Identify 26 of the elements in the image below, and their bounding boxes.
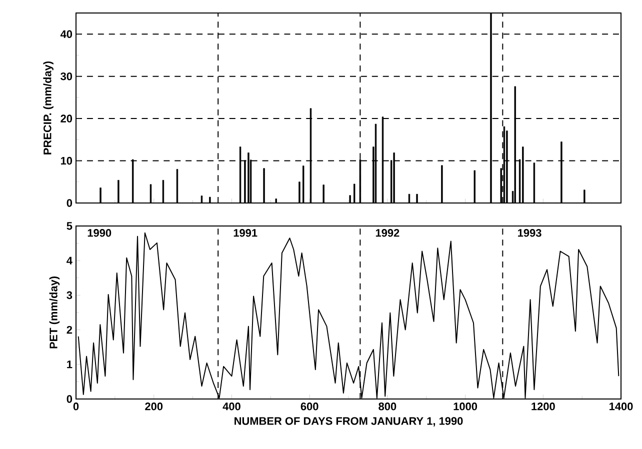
annotation: 1992 (376, 229, 400, 237)
y-tick-label: 4 (66, 256, 72, 264)
y-axis-title: PRECIP. (mm/day) (43, 61, 54, 154)
x-tick-label: 600 (300, 402, 318, 410)
y-tick-label: 0 (66, 199, 72, 207)
y-tick-label: 20 (60, 114, 72, 122)
y-tick-label: 2 (66, 326, 72, 334)
x-tick-label: 400 (222, 402, 240, 410)
annotation: 1993 (518, 229, 542, 237)
y-tick-label: 40 (60, 30, 72, 38)
y-tick-label: 10 (60, 156, 72, 165)
x-tick-label: 1400 (610, 402, 633, 410)
annotation: 1990 (88, 229, 112, 237)
y-tick-label: 5 (66, 222, 72, 230)
x-tick-label: 0 (73, 402, 79, 410)
x-tick-label: 200 (145, 402, 163, 410)
y-tick-label: 30 (60, 72, 72, 80)
y-axis-title: PET (mm/day) (49, 276, 60, 348)
y-tick-label: 1 (67, 360, 72, 368)
annotation: 1991 (234, 229, 258, 237)
y-tick-label: 3 (66, 291, 72, 300)
x-tick-label: 1200 (532, 402, 555, 410)
x-axis-title: NUMBER OF DAYS FROM JANUARY 1, 1990 (234, 417, 463, 426)
y-tick-label: 0 (66, 395, 72, 403)
x-tick-label: 800 (378, 402, 396, 410)
x-tick-label: 1000 (454, 402, 478, 410)
